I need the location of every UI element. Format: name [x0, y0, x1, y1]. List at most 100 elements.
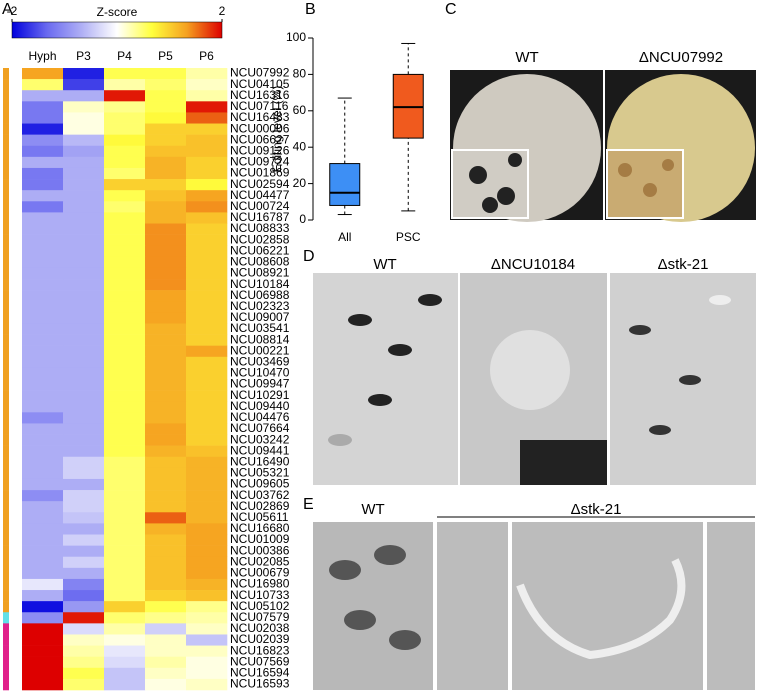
- heat-cell: [104, 623, 146, 635]
- heat-cell: [145, 567, 187, 580]
- heat-cell: [145, 501, 187, 513]
- row-group: [3, 678, 9, 691]
- heat-cell: [186, 667, 228, 680]
- heat-cell: [186, 312, 228, 324]
- heat-cell: [145, 467, 187, 480]
- row-group: [3, 356, 9, 369]
- heat-cell: [22, 379, 64, 391]
- heat-cell: [186, 279, 228, 291]
- row-group: [3, 612, 9, 624]
- row-label: NCU16316: [230, 88, 290, 102]
- heat-cell: [186, 68, 228, 80]
- row-label: NCU00221: [230, 343, 290, 357]
- row-label: NCU00724: [230, 199, 290, 213]
- heat-cell: [63, 301, 105, 313]
- heat-cell: [145, 578, 187, 591]
- row-group: [3, 101, 9, 113]
- photo: [313, 273, 458, 485]
- heat-cell: [104, 601, 146, 613]
- heat-cell: [145, 423, 187, 435]
- photo-title: ΔNCU10184: [491, 256, 575, 273]
- heat-cell: [145, 434, 187, 446]
- heat-cell: [186, 412, 228, 424]
- heat-cell: [63, 634, 105, 646]
- heat-cell: [186, 345, 228, 358]
- heat-cell: [63, 390, 105, 402]
- heat-cell: [145, 68, 187, 80]
- row-label: NCU16593: [230, 677, 290, 691]
- heat-cell: [63, 90, 105, 102]
- row-label: NCU05611: [230, 510, 289, 524]
- heat-cell: [63, 345, 105, 358]
- heat-cell: [22, 290, 64, 302]
- heat-cell: [104, 68, 146, 80]
- row-label: NCU02085: [230, 554, 290, 568]
- heat-cell: [63, 379, 105, 391]
- row-group: [3, 379, 9, 391]
- heat-cell: [186, 379, 228, 391]
- row-label: NCU00386: [230, 543, 290, 557]
- heat-cell: [104, 678, 146, 691]
- heat-cell: [22, 323, 64, 335]
- panel-label: C: [445, 1, 457, 18]
- heat-cell: [145, 90, 187, 102]
- heat-cell: [186, 145, 228, 158]
- row-label: NCU07116: [230, 99, 289, 113]
- heat-cell: [104, 412, 146, 424]
- heat-cell: [22, 112, 64, 124]
- heat-cell: [145, 390, 187, 402]
- heat-cell: [63, 312, 105, 324]
- heat-cell: [186, 623, 228, 635]
- y-tick-label: 60: [293, 103, 307, 117]
- heat-cell: [186, 212, 228, 224]
- row-group: [3, 512, 9, 524]
- heat-cell: [145, 356, 187, 369]
- colorbar: [11, 21, 223, 39]
- row-group: [3, 345, 9, 358]
- heat-cell: [104, 401, 146, 413]
- heat-cell: [63, 223, 105, 235]
- heat-cell: [104, 167, 146, 180]
- row-group: [3, 234, 9, 247]
- heat-cell: [22, 634, 64, 646]
- heat-cell: [63, 612, 105, 624]
- heat-cell: [22, 356, 64, 369]
- heat-cell: [22, 412, 64, 424]
- heat-cell: [104, 501, 146, 513]
- heat-cell: [186, 490, 228, 502]
- row-group: [3, 90, 9, 102]
- column-label: P3: [76, 49, 91, 63]
- row-group: [3, 223, 9, 235]
- heat-cell: [63, 79, 105, 91]
- heat-cell: [145, 601, 187, 613]
- heat-cell: [63, 667, 105, 680]
- row-label: NCU08814: [230, 332, 290, 346]
- heat-cell: [186, 567, 228, 580]
- heat-cell: [22, 678, 64, 691]
- heat-cell: [145, 667, 187, 680]
- row-group: [3, 312, 9, 324]
- heat-cell: [186, 590, 228, 602]
- heat-cell: [145, 323, 187, 335]
- heat-cell: [63, 134, 105, 147]
- row-label: NCU09440: [230, 399, 290, 413]
- heat-cell: [22, 501, 64, 513]
- heat-cell: [104, 323, 146, 335]
- heat-cell: [186, 556, 228, 569]
- heat-cell: [104, 223, 146, 235]
- heat-cell: [63, 212, 105, 224]
- heat-cell: [63, 423, 105, 435]
- heat-cell: [186, 401, 228, 413]
- heat-cell: [186, 156, 228, 169]
- row-group: [3, 256, 9, 269]
- heat-cell: [186, 612, 228, 624]
- heat-cell: [104, 145, 146, 158]
- heat-cell: [186, 367, 228, 380]
- heat-cell: [186, 645, 228, 657]
- row-group: [3, 279, 9, 291]
- heat-cell: [186, 434, 228, 446]
- heat-cell: [186, 234, 228, 247]
- heat-cell: [63, 578, 105, 591]
- row-label: NCU09441: [230, 443, 290, 457]
- row-group: [3, 123, 9, 135]
